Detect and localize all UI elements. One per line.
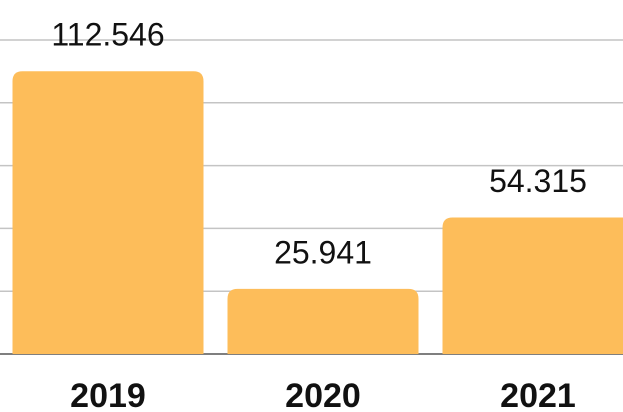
bar xyxy=(442,217,623,354)
bar xyxy=(227,288,419,354)
x-tick-label: 2021 xyxy=(500,377,576,412)
x-tick-label: 2019 xyxy=(70,377,146,412)
value-label: 112.546 xyxy=(51,17,164,53)
bar xyxy=(12,71,204,354)
value-label: 54.315 xyxy=(489,163,587,199)
value-label: 25.941 xyxy=(274,234,372,270)
x-tick-label: 2020 xyxy=(285,377,361,412)
